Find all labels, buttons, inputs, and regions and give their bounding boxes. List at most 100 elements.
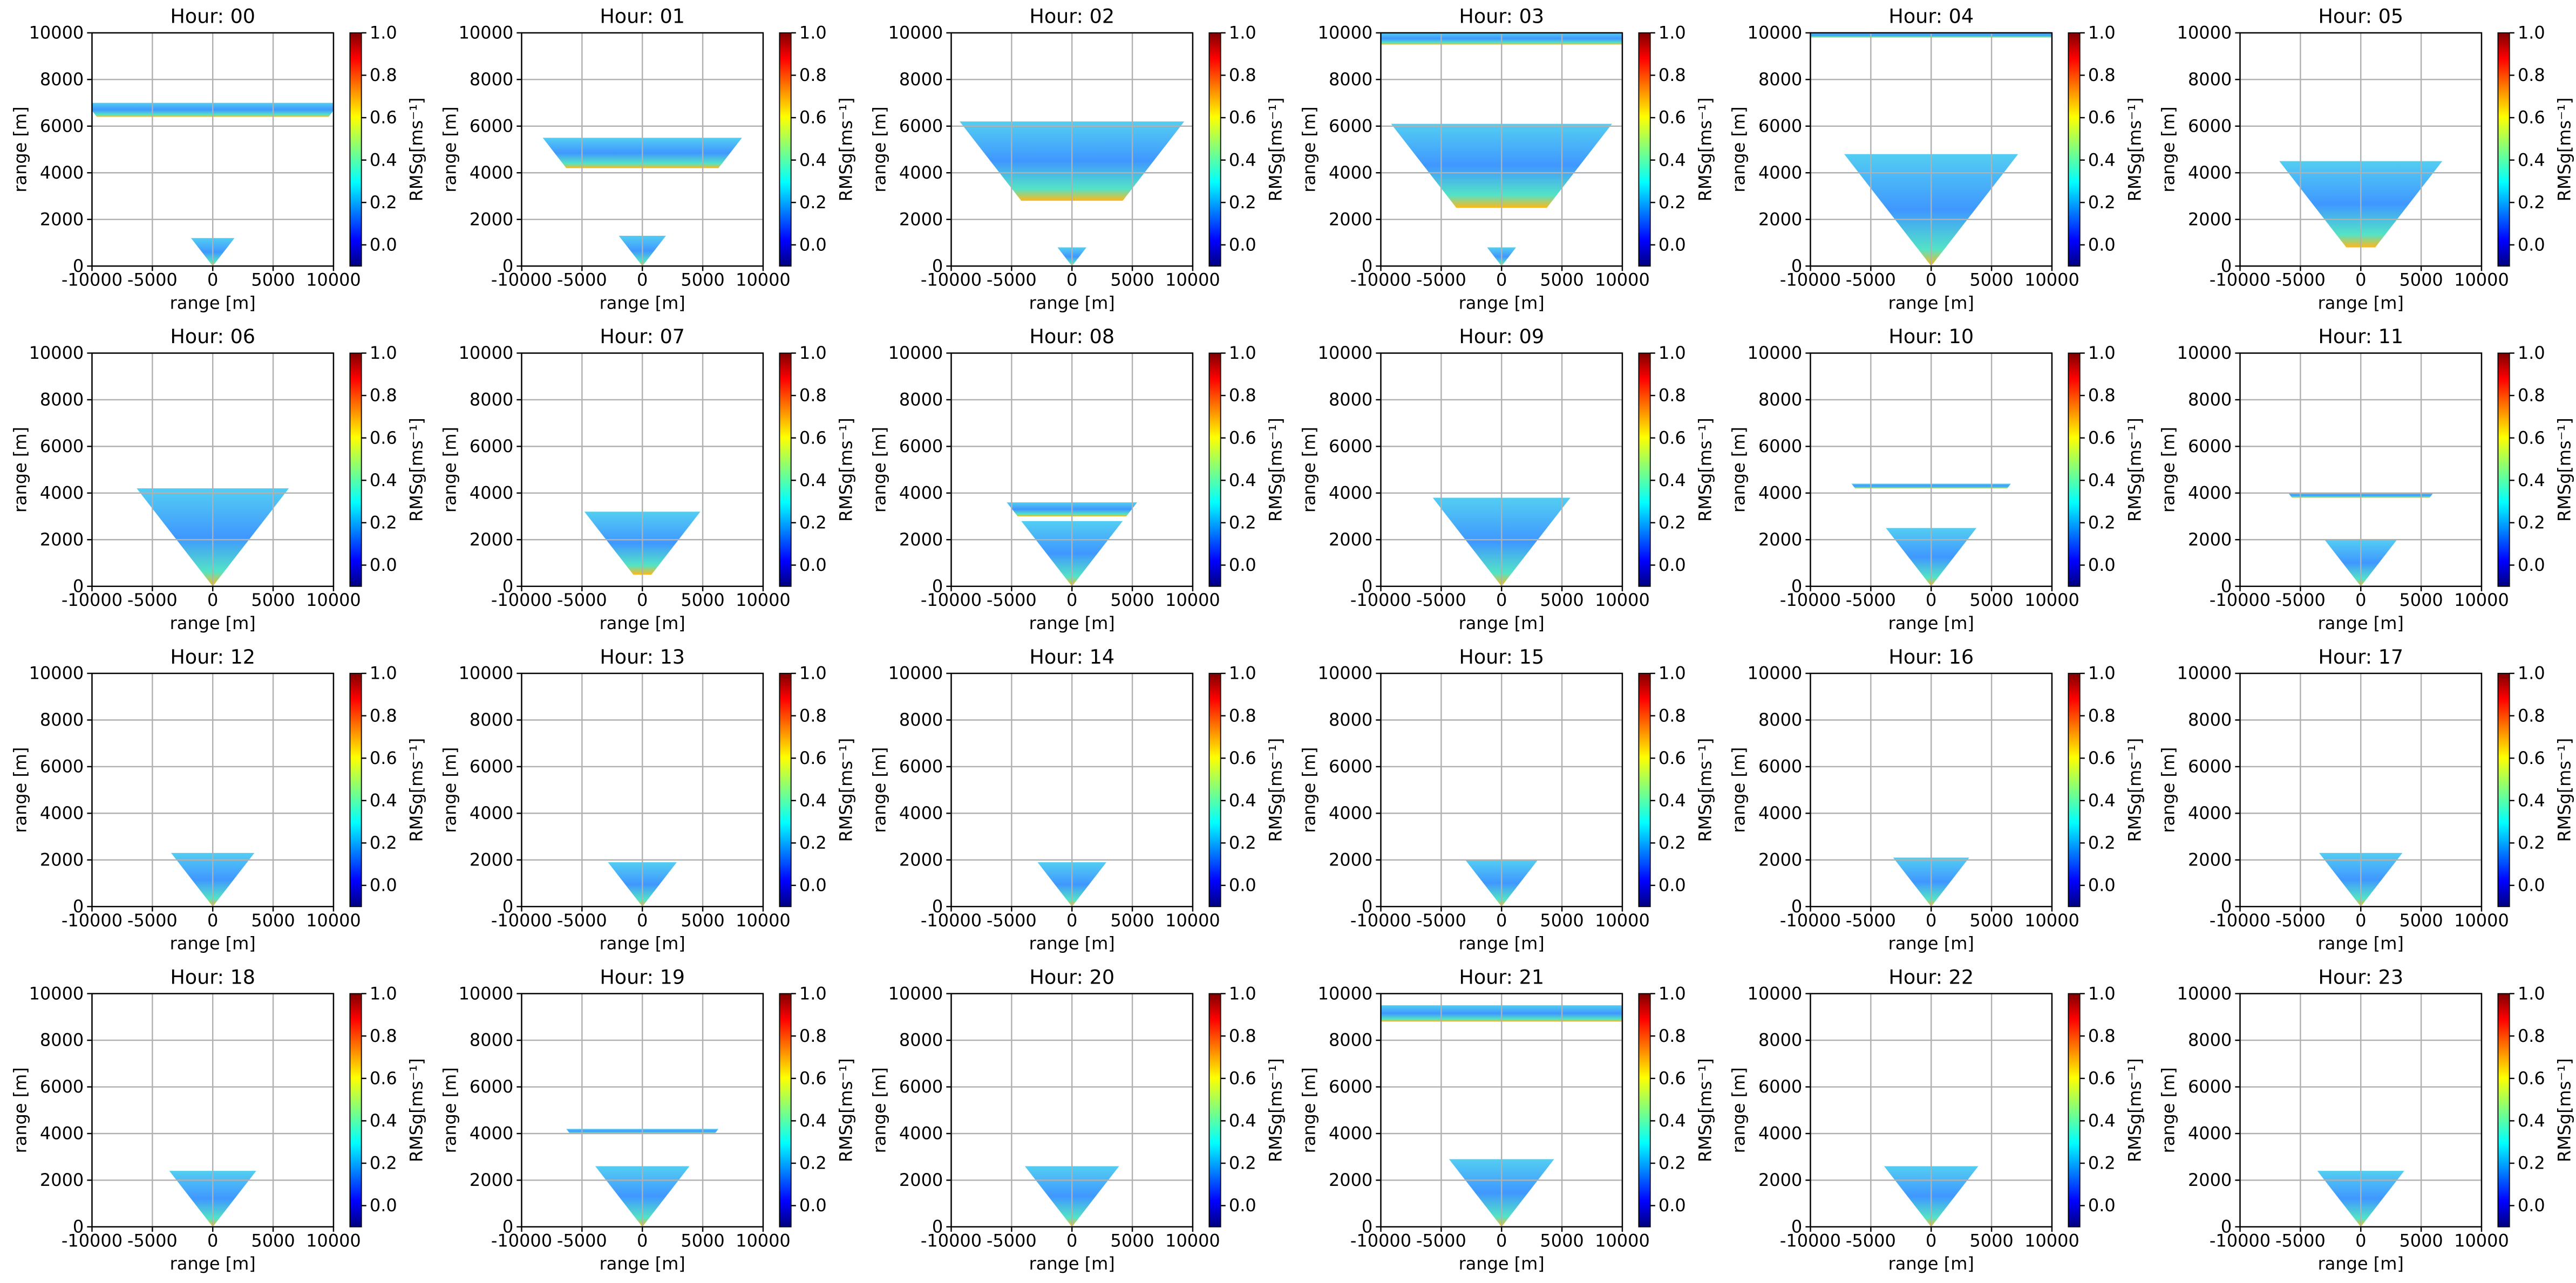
- colorbar-tick-label: 0.8: [1229, 1026, 1256, 1046]
- y-tick-label: 8000: [40, 709, 84, 730]
- x-tick-label: 0: [2355, 590, 2366, 610]
- colorbar-tick-label: 0.6: [1659, 748, 1686, 768]
- colorbar-tick-label: 0.6: [2518, 748, 2545, 768]
- colorbar-label: RMSg[ms⁻¹]: [1695, 738, 1715, 842]
- y-tick-label: 6000: [1329, 756, 1372, 777]
- colorbar-tick-label: 0.4: [2518, 1110, 2545, 1131]
- panel: Hour: 06 -10000 -5000 0 5000 10000 0 2000 4000 60…: [10, 325, 427, 633]
- x-tick-label: -5000: [127, 910, 178, 931]
- y-tick-label: 4000: [1758, 162, 1802, 183]
- x-tick-label: 0: [1066, 910, 1077, 931]
- panel: Hour: 05 -10000 -5000 0 5000 10000 0 2000 4000 60…: [2158, 5, 2575, 313]
- x-tick-label: 10000: [1165, 910, 1220, 931]
- y-tick-label: 0: [932, 896, 943, 917]
- colorbar-tick-label: 0.6: [2518, 1068, 2545, 1088]
- y-tick-label: 2000: [470, 209, 513, 229]
- panel-title: Hour: 15: [1459, 645, 1544, 668]
- y-tick-label: 0: [502, 1217, 513, 1237]
- x-tick-label: 5000: [251, 590, 295, 610]
- x-tick-label: -5000: [1846, 270, 1896, 290]
- y-tick-label: 8000: [1758, 390, 1802, 410]
- x-axis-label: range [m]: [600, 1253, 685, 1274]
- x-tick-label: 10000: [2454, 910, 2509, 931]
- x-tick-label: 10000: [306, 270, 361, 290]
- y-tick-label: 0: [932, 576, 943, 596]
- colorbar: [2068, 32, 2081, 267]
- y-tick-label: 4000: [899, 162, 943, 183]
- panel-title: Hour: 11: [2318, 325, 2403, 348]
- y-tick-label: 8000: [2188, 69, 2232, 90]
- colorbar-tick-label: 1.0: [2518, 23, 2545, 43]
- panel-title: Hour: 01: [600, 5, 685, 28]
- colorbar-tick-label: 0.4: [2088, 470, 2116, 490]
- colorbar-tick-label: 0.6: [370, 748, 397, 768]
- x-tick-label: 5000: [2399, 270, 2443, 290]
- colorbar-tick-label: 0.2: [2518, 1153, 2545, 1173]
- y-tick-label: 0: [932, 1217, 943, 1237]
- x-tick-label: -5000: [2275, 270, 2326, 290]
- x-tick-label: -10000: [1780, 590, 1841, 610]
- colorbar-tick-label: 0.6: [799, 748, 827, 768]
- colorbar-tick-label: 0.6: [370, 427, 397, 448]
- panel-title: Hour: 23: [2318, 965, 2403, 988]
- colorbar-tick-label: 1.0: [2518, 343, 2545, 363]
- colorbar-tick-label: 0.0: [2518, 234, 2545, 255]
- colorbar-label: RMSg[ms⁻¹]: [2554, 1058, 2574, 1162]
- axes-frame: [950, 993, 1194, 1228]
- colorbar-label: RMSg[ms⁻¹]: [1695, 98, 1715, 202]
- colorbar-tick-label: 0.4: [1229, 149, 1256, 170]
- y-tick-label: 6000: [899, 436, 943, 456]
- x-tick-label: 10000: [1165, 1230, 1220, 1251]
- x-axis-label: range [m]: [1888, 1253, 1974, 1274]
- y-tick-label: 10000: [1318, 663, 1373, 684]
- y-tick-label: 0: [1362, 576, 1372, 596]
- y-tick-label: 4000: [470, 482, 513, 503]
- x-tick-label: -5000: [557, 590, 607, 610]
- colorbar-tick-label: 0.6: [1229, 748, 1256, 768]
- x-axis-label: range [m]: [1459, 933, 1545, 953]
- x-tick-label: 0: [207, 1230, 218, 1251]
- y-axis-label: range [m]: [2158, 747, 2179, 833]
- axes-frame: [91, 352, 335, 587]
- x-tick-label: 0: [1496, 590, 1507, 610]
- y-tick-label: 4000: [2188, 162, 2232, 183]
- colorbar: [349, 993, 362, 1227]
- panel-title: Hour: 17: [2318, 645, 2403, 668]
- x-tick-label: 10000: [2454, 1230, 2509, 1251]
- y-tick-label: 4000: [40, 482, 84, 503]
- axes-frame: [1380, 32, 1623, 267]
- x-tick-label: 5000: [2399, 910, 2443, 931]
- y-tick-label: 10000: [2177, 663, 2232, 684]
- x-tick-label: 0: [1926, 910, 1936, 931]
- colorbar-tick-label: 1.0: [2518, 663, 2545, 684]
- y-tick-label: 2000: [1758, 209, 1802, 229]
- y-tick-label: 6000: [1758, 436, 1802, 456]
- colorbar-tick-label: 0.4: [1229, 470, 1256, 490]
- x-tick-label: 10000: [2024, 590, 2079, 610]
- y-tick-label: 8000: [1758, 1030, 1802, 1050]
- x-tick-label: -10000: [1350, 910, 1411, 931]
- colorbar-label: RMSg[ms⁻¹]: [406, 738, 426, 842]
- y-axis-label: range [m]: [1299, 427, 1320, 513]
- y-tick-label: 6000: [470, 1076, 513, 1097]
- colorbar-tick-label: 0.0: [2088, 234, 2116, 255]
- y-axis-label: range [m]: [440, 1067, 460, 1153]
- x-tick-label: -5000: [987, 270, 1037, 290]
- colorbar-tick-label: 0.0: [2518, 875, 2545, 896]
- colorbar-tick-label: 0.8: [1229, 385, 1256, 406]
- y-tick-label: 0: [502, 896, 513, 917]
- x-tick-label: 10000: [736, 910, 791, 931]
- colorbar-tick-label: 0.8: [1659, 1026, 1686, 1046]
- axes-frame: [521, 32, 764, 267]
- y-tick-label: 2000: [2188, 850, 2232, 870]
- y-tick-label: 0: [1362, 256, 1372, 276]
- x-tick-label: 10000: [2454, 590, 2509, 610]
- colorbar: [1208, 32, 1221, 267]
- axes-frame: [1810, 993, 2053, 1228]
- x-axis-label: range [m]: [1888, 292, 1974, 313]
- y-tick-label: 10000: [29, 663, 84, 684]
- colorbar-tick-label: 1.0: [370, 23, 397, 43]
- colorbar-tick-label: 0.6: [2518, 427, 2545, 448]
- panel: Hour: 14 -10000 -5000 0 5000 10000 0 2000 4000 60…: [869, 645, 1286, 954]
- colorbar: [1208, 352, 1221, 587]
